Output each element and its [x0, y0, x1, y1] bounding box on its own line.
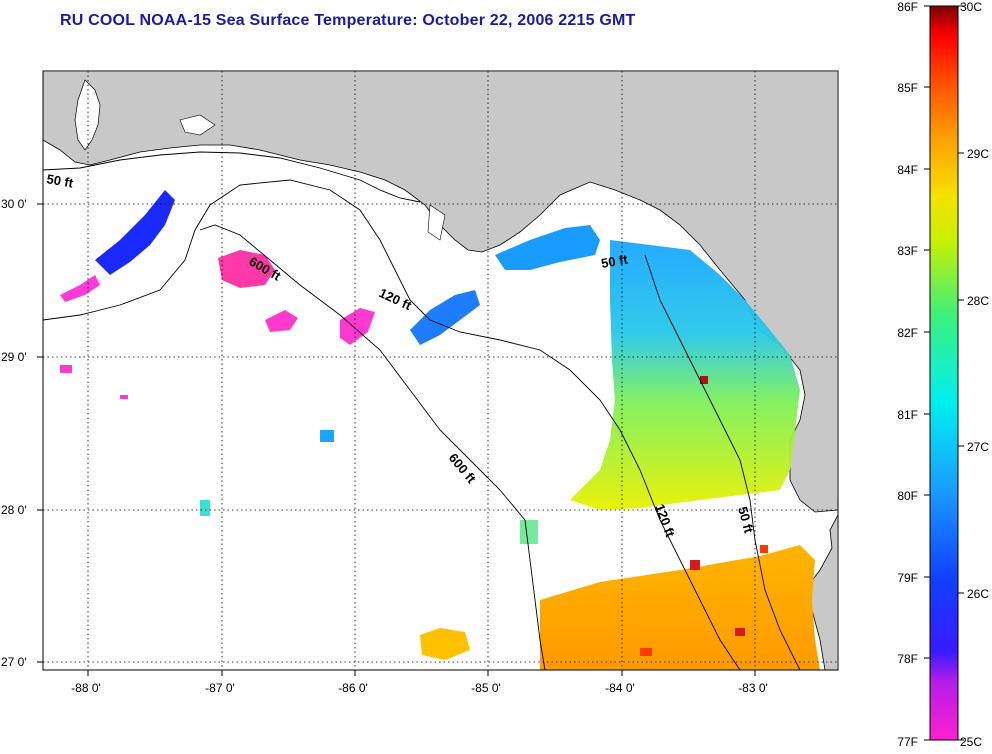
- apalachicola-bay: [427, 204, 446, 241]
- sst-speckle: [640, 648, 652, 656]
- colorbar-c-label: 25C: [960, 735, 982, 749]
- sst-speckle: [700, 376, 708, 384]
- colorbar-c-label: 30C: [960, 0, 982, 14]
- lat-tick-label: 27 0': [1, 655, 27, 669]
- colorbar-f-label: 82F: [897, 326, 918, 340]
- sst-patch-west-magenta: [60, 275, 100, 302]
- sst-patch-west-blue: [95, 190, 175, 275]
- sst-swath-east: [570, 240, 800, 510]
- sst-patch-south-west: [420, 628, 470, 660]
- lon-tick-label: -83 0': [738, 681, 768, 695]
- colorbar-f-label: 79F: [897, 571, 918, 585]
- sst-patch-magenta-2: [340, 308, 375, 345]
- colorbar: [929, 5, 959, 741]
- sst-swath-south: [540, 545, 820, 670]
- map-title: RU COOL NOAA-15 Sea Surface Temperature:…: [60, 12, 636, 29]
- sst-patch-magenta-3: [265, 310, 298, 332]
- graticule: [43, 71, 838, 670]
- colorbar-c-label: 27C: [967, 440, 989, 454]
- colorbar-f-label: 83F: [897, 244, 918, 258]
- depth-contour-120ft: [43, 179, 741, 670]
- sst-patch-north-central: [410, 290, 480, 345]
- colorbar-f-label: 80F: [897, 489, 918, 503]
- sst-patch-magenta-center: [218, 250, 275, 288]
- colorbar-c-label: 28C: [967, 294, 989, 308]
- colorbar-f-label: 78F: [897, 652, 918, 666]
- pensacola-bay: [179, 114, 216, 136]
- mobile-bay: [74, 79, 101, 151]
- colorbar-c-label: 26C: [967, 587, 989, 601]
- colorbar-f-label: 77F: [897, 735, 918, 749]
- lon-tick-label: -85 0': [471, 681, 501, 695]
- depth-contour-50ft-east: [644, 254, 801, 670]
- sst-dot: [120, 395, 128, 399]
- sst-speckle: [760, 545, 768, 553]
- contour-label-50ft-south: 50 ft: [735, 505, 757, 535]
- axis-ticks: [37, 71, 838, 676]
- colorbar-f-label: 86F: [897, 0, 918, 14]
- lat-tick-label: 30 0': [1, 197, 27, 211]
- lat-tick-label: 28 0': [1, 503, 27, 517]
- contour-label-50ft-west: 50 ft: [45, 171, 75, 191]
- lon-tick-label: -87 0': [205, 681, 235, 695]
- sst-dot: [200, 500, 210, 516]
- sst-dot: [320, 430, 334, 442]
- lat-tick-label: 29 0': [1, 350, 27, 364]
- colorbar-ticks: [924, 5, 964, 741]
- lon-tick-label: -88 0': [71, 681, 101, 695]
- sst-speckle: [690, 560, 700, 570]
- sst-dot: [520, 520, 538, 544]
- lon-tick-label: -86 0': [338, 681, 368, 695]
- sst-dot: [60, 365, 72, 373]
- depth-contour-50ft-west: [43, 151, 421, 203]
- colorbar-c-label: 29C: [967, 147, 989, 161]
- sst-speckle: [735, 628, 745, 636]
- colorbar-f-label: 85F: [897, 81, 918, 95]
- lon-tick-label: -84 0': [605, 681, 635, 695]
- colorbar-f-label: 84F: [897, 163, 918, 177]
- colorbar-f-label: 81F: [897, 408, 918, 422]
- sst-patch-big-bend: [495, 225, 600, 270]
- depth-contour-600ft: [199, 224, 546, 670]
- land-mass-north: [43, 71, 838, 513]
